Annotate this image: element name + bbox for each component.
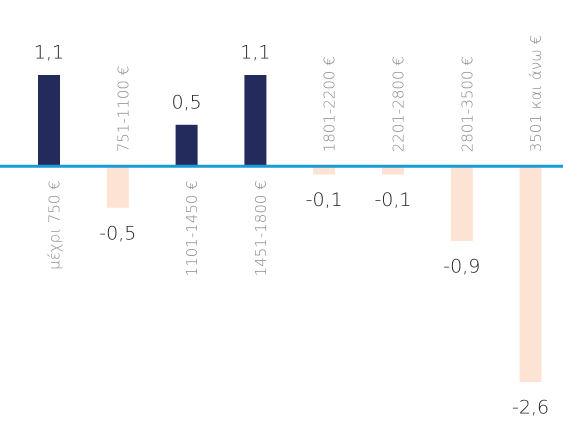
category-label: 1101-1450 €: [183, 180, 201, 276]
bar: [450, 166, 473, 241]
data-label: -0,1: [306, 189, 343, 211]
data-label: -0,1: [374, 189, 411, 211]
category-label: 3501 και άνω €: [527, 35, 545, 152]
data-label: 1,1: [240, 42, 270, 64]
bar: [382, 166, 404, 175]
category-label: 751-1100 €: [114, 66, 132, 153]
data-label: -0,9: [443, 255, 480, 277]
bar: [175, 124, 198, 167]
bar: [106, 166, 129, 208]
category-label: 2801-3500 €: [458, 56, 476, 152]
category-label: 2201-2800 €: [390, 56, 408, 152]
data-label: 1,1: [34, 42, 64, 64]
data-label: -2,6: [512, 397, 549, 419]
bar: [313, 166, 336, 175]
bar: [38, 75, 60, 167]
category-label: 1801-2200 €: [321, 56, 339, 152]
data-label: -0,5: [99, 222, 136, 244]
category-label: μέχρι 750 €: [46, 180, 64, 270]
bar: [519, 166, 542, 382]
category-label: 1451-1800 €: [252, 180, 270, 276]
data-label: 0,5: [171, 91, 201, 113]
bar: [244, 75, 267, 167]
